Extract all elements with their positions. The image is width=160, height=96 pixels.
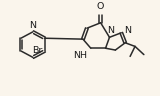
Text: Br: Br <box>32 46 43 55</box>
Text: NH: NH <box>73 51 87 60</box>
Text: O: O <box>97 2 104 11</box>
Text: N: N <box>124 26 131 35</box>
Text: N: N <box>107 26 114 35</box>
Text: N: N <box>29 21 36 30</box>
